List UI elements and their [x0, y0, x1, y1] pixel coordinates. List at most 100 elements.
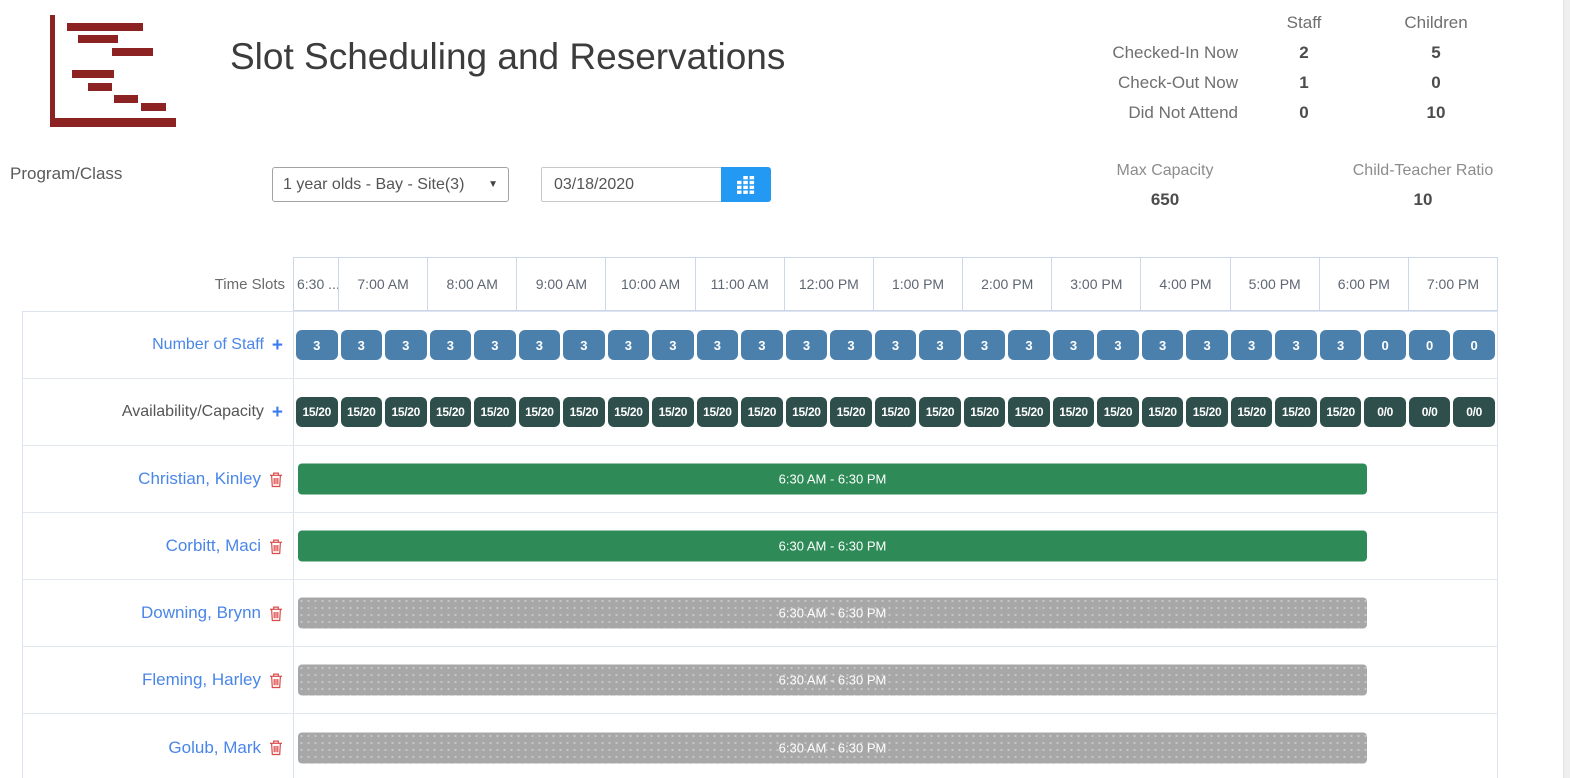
staff-count-badge[interactable]: 3	[785, 330, 828, 360]
trash-icon[interactable]	[269, 605, 283, 622]
staff-count-badge[interactable]: 3	[1141, 330, 1184, 360]
capacity-badge[interactable]: 15/20	[385, 397, 427, 427]
capacity-badge[interactable]: 15/20	[696, 397, 739, 427]
time-slot-header: 12:00 PM	[784, 257, 874, 311]
trash-icon[interactable]	[269, 471, 283, 488]
staff-count-badge[interactable]: 3	[296, 330, 338, 360]
trash-icon[interactable]	[269, 538, 283, 555]
max-capacity-label: Max Capacity	[1116, 162, 1214, 179]
number-of-staff-label: Number of Staff	[152, 336, 264, 353]
capacity-badge[interactable]: 15/20	[741, 397, 783, 427]
staff-count-badge[interactable]: 3	[830, 330, 872, 360]
time-slot-header: 5:00 PM	[1230, 257, 1320, 311]
stats-value: 0	[1431, 73, 1441, 92]
staff-count-badge[interactable]: 3	[696, 330, 739, 360]
vertical-scrollbar[interactable]	[1563, 0, 1570, 778]
staff-count-badge[interactable]: 3	[963, 330, 1006, 360]
staff-count-badge[interactable]: 3	[474, 330, 516, 360]
child-teacher-ratio-value: 10	[1413, 190, 1433, 209]
child-name-link[interactable]: Corbitt, Maci	[165, 536, 261, 555]
page-title: Slot Scheduling and Reservations	[230, 36, 786, 77]
staff-count-badge[interactable]: 3	[874, 330, 917, 360]
max-capacity-block: Max Capacity 650	[1080, 162, 1250, 210]
capacity-badge[interactable]: 15/20	[296, 397, 338, 427]
capacity-badge[interactable]: 15/20	[429, 397, 472, 427]
staff-count-badge[interactable]: 3	[1186, 330, 1228, 360]
trash-icon[interactable]	[269, 739, 283, 756]
capacity-badge[interactable]: 15/20	[474, 397, 516, 427]
child-name-link[interactable]: Fleming, Harley	[141, 670, 261, 689]
chevron-down-icon: ▼	[488, 179, 498, 190]
add-staff-button[interactable]: +	[271, 334, 283, 356]
time-slot-header: 8:00 AM	[428, 257, 518, 311]
reservation-row: Downing, Brynn 6:30 AM - 6:30 PM	[23, 580, 1497, 647]
time-slot-header: 6:30 ...	[293, 257, 339, 311]
date-input[interactable]	[541, 167, 721, 202]
staff-count-badge[interactable]: 0	[1408, 330, 1451, 360]
program-class-selected-value: 1 year olds - Bay - Site(3)	[283, 175, 465, 193]
capacity-badge[interactable]: 15/20	[963, 397, 1006, 427]
capacity-badge[interactable]: 15/20	[1230, 397, 1273, 427]
child-teacher-ratio-label: Child-Teacher Ratio	[1352, 162, 1494, 179]
time-slot-header: 11:00 AM	[695, 257, 785, 311]
reservation-bar[interactable]: 6:30 AM - 6:30 PM	[298, 732, 1367, 763]
capacity-badge[interactable]: 15/20	[1141, 397, 1184, 427]
gantt-chart-logo-icon	[48, 14, 178, 128]
staff-count-badge[interactable]: 3	[340, 330, 383, 360]
stats-col-children: Children	[1404, 13, 1468, 32]
child-name-link[interactable]: Christian, Kinley	[138, 469, 261, 488]
capacity-badge[interactable]: 15/20	[830, 397, 872, 427]
staff-count-badge[interactable]: 3	[652, 330, 694, 360]
staff-count-badge[interactable]: 3	[919, 330, 961, 360]
availability-capacity-label: Availability/Capacity	[121, 403, 264, 420]
reservation-bar[interactable]: 6:30 AM - 6:30 PM	[298, 530, 1367, 562]
program-class-select[interactable]: 1 year olds - Bay - Site(3) ▼	[272, 167, 509, 202]
capacity-badge[interactable]: 15/20	[563, 397, 605, 427]
time-slots-label: Time Slots	[214, 275, 285, 293]
schedule-grid: Time Slots 6:30 ... 7:00 AM 8:00 AM 9:00 AM…	[22, 257, 1499, 778]
capacity-badge[interactable]: 15/20	[652, 397, 694, 427]
capacity-badge[interactable]: 15/20	[874, 397, 917, 427]
calendar-button[interactable]	[721, 167, 771, 202]
reservation-bar[interactable]: 6:30 AM - 6:30 PM	[298, 463, 1367, 495]
staff-count-badge[interactable]: 3	[563, 330, 605, 360]
capacity-badge[interactable]: 15/20	[785, 397, 828, 427]
staff-count-badge[interactable]: 3	[607, 330, 650, 360]
capacity-badge[interactable]: 15/20	[340, 397, 383, 427]
staff-count-badge[interactable]: 3	[385, 330, 427, 360]
capacity-badge[interactable]: 15/20	[1052, 397, 1095, 427]
capacity-badge[interactable]: 15/20	[1275, 397, 1317, 427]
staff-count-badge[interactable]: 3	[1275, 330, 1317, 360]
capacity-badge[interactable]: 0/0	[1453, 397, 1495, 427]
add-capacity-button[interactable]: +	[271, 401, 283, 423]
staff-count-badge[interactable]: 3	[518, 330, 561, 360]
time-slot-header: 4:00 PM	[1141, 257, 1231, 311]
staff-count-badge[interactable]: 0	[1364, 330, 1406, 360]
staff-count-badge[interactable]: 3	[1319, 330, 1362, 360]
reservation-bar[interactable]: 6:30 AM - 6:30 PM	[298, 664, 1367, 696]
reservation-bar[interactable]: 6:30 AM - 6:30 PM	[298, 597, 1367, 629]
child-name-link[interactable]: Downing, Brynn	[140, 603, 261, 622]
staff-count-badge[interactable]: 3	[1230, 330, 1273, 360]
staff-count-badge[interactable]: 3	[741, 330, 783, 360]
capacity-badge[interactable]: 15/20	[1186, 397, 1228, 427]
capacity-badge[interactable]: 15/20	[919, 397, 961, 427]
time-slot-header: 7:00 AM	[339, 257, 429, 311]
capacity-badge[interactable]: 15/20	[1008, 397, 1050, 427]
reservation-row: Corbitt, Maci 6:30 AM - 6:30 PM	[23, 513, 1497, 580]
capacity-badge[interactable]: 15/20	[1319, 397, 1362, 427]
staff-count-badge[interactable]: 0	[1453, 330, 1495, 360]
capacity-badge[interactable]: 0/0	[1364, 397, 1406, 427]
capacity-badge[interactable]: 15/20	[518, 397, 561, 427]
staff-count-badge[interactable]: 3	[1008, 330, 1050, 360]
staff-count-badge[interactable]: 3	[1052, 330, 1095, 360]
staff-count-badge[interactable]: 3	[1097, 330, 1139, 360]
capacity-badge[interactable]: 15/20	[607, 397, 650, 427]
child-name-link[interactable]: Golub, Mark	[168, 737, 261, 757]
capacity-badge[interactable]: 0/0	[1408, 397, 1451, 427]
staff-count-badge[interactable]: 3	[429, 330, 472, 360]
capacity-badge[interactable]: 15/20	[1097, 397, 1139, 427]
trash-icon[interactable]	[269, 672, 283, 689]
